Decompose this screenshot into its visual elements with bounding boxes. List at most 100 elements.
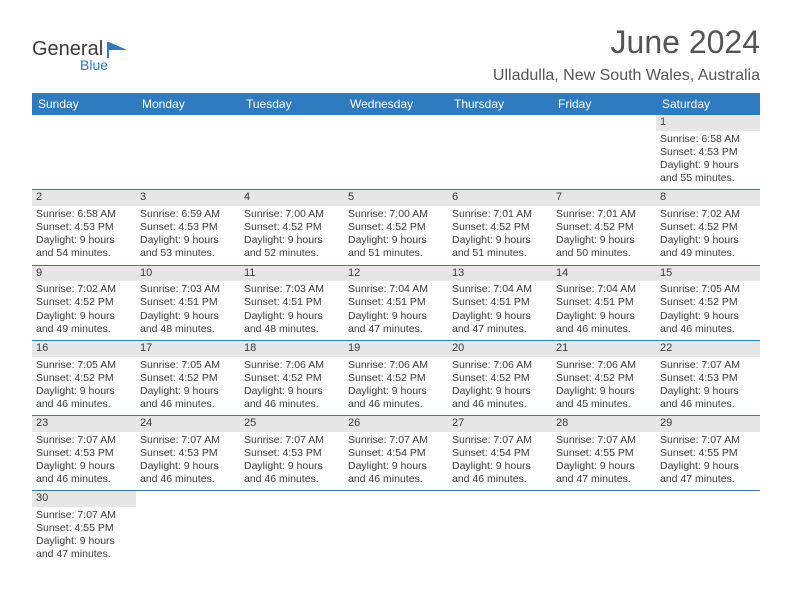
sunset: Sunset: 4:53 PM <box>660 146 756 159</box>
day-cell: 23Sunrise: 7:07 AMSunset: 4:53 PMDayligh… <box>32 416 136 490</box>
day-content: Sunrise: 7:04 AMSunset: 4:51 PMDaylight:… <box>344 281 448 340</box>
daylight-line2: and 46 minutes. <box>556 323 652 336</box>
day-cell: 9Sunrise: 7:02 AMSunset: 4:52 PMDaylight… <box>32 266 136 340</box>
sunset: Sunset: 4:52 PM <box>140 372 236 385</box>
sunset: Sunset: 4:53 PM <box>140 221 236 234</box>
daylight-line2: and 46 minutes. <box>660 323 756 336</box>
sunset: Sunset: 4:52 PM <box>348 221 444 234</box>
sunrise: Sunrise: 7:07 AM <box>660 359 756 372</box>
daylight-line1: Daylight: 9 hours <box>244 460 340 473</box>
day-content: Sunrise: 7:07 AMSunset: 4:53 PMDaylight:… <box>32 432 136 491</box>
sunset: Sunset: 4:53 PM <box>36 221 132 234</box>
sunrise: Sunrise: 7:07 AM <box>36 434 132 447</box>
sunrise: Sunrise: 7:04 AM <box>452 283 548 296</box>
day-number: 12 <box>344 266 448 282</box>
sunset: Sunset: 4:51 PM <box>556 296 652 309</box>
daylight-line2: and 49 minutes. <box>660 247 756 260</box>
daylight-line1: Daylight: 9 hours <box>244 385 340 398</box>
sunset: Sunset: 4:52 PM <box>36 296 132 309</box>
day-cell <box>344 491 448 565</box>
sunrise: Sunrise: 7:06 AM <box>244 359 340 372</box>
day-number: 14 <box>552 266 656 282</box>
day-number: 8 <box>656 190 760 206</box>
day-content: Sunrise: 7:07 AMSunset: 4:54 PMDaylight:… <box>344 432 448 491</box>
day-content: Sunrise: 7:05 AMSunset: 4:52 PMDaylight:… <box>32 357 136 416</box>
weekday-tuesday: Tuesday <box>240 93 344 115</box>
day-number: 17 <box>136 341 240 357</box>
sunrise: Sunrise: 7:07 AM <box>244 434 340 447</box>
day-content: Sunrise: 7:07 AMSunset: 4:55 PMDaylight:… <box>656 432 760 491</box>
week-row: 2Sunrise: 6:58 AMSunset: 4:53 PMDaylight… <box>32 190 760 265</box>
day-number: 16 <box>32 341 136 357</box>
day-number: 20 <box>448 341 552 357</box>
day-cell: 6Sunrise: 7:01 AMSunset: 4:52 PMDaylight… <box>448 190 552 264</box>
day-cell: 27Sunrise: 7:07 AMSunset: 4:54 PMDayligh… <box>448 416 552 490</box>
weekday-row: Sunday Monday Tuesday Wednesday Thursday… <box>32 93 760 115</box>
day-content: Sunrise: 6:58 AMSunset: 4:53 PMDaylight:… <box>32 206 136 265</box>
sunrise: Sunrise: 7:03 AM <box>140 283 236 296</box>
day-number: 4 <box>240 190 344 206</box>
sunrise: Sunrise: 7:07 AM <box>348 434 444 447</box>
day-cell <box>448 115 552 189</box>
sunrise: Sunrise: 7:06 AM <box>556 359 652 372</box>
day-number: 9 <box>32 266 136 282</box>
daylight-line2: and 47 minutes. <box>452 323 548 336</box>
week-row: 30Sunrise: 7:07 AMSunset: 4:55 PMDayligh… <box>32 491 760 565</box>
day-content: Sunrise: 7:06 AMSunset: 4:52 PMDaylight:… <box>344 357 448 416</box>
sunset: Sunset: 4:52 PM <box>452 221 548 234</box>
sunset: Sunset: 4:53 PM <box>244 447 340 460</box>
day-cell <box>136 491 240 565</box>
sunrise: Sunrise: 6:58 AM <box>36 208 132 221</box>
day-content: Sunrise: 7:01 AMSunset: 4:52 PMDaylight:… <box>552 206 656 265</box>
day-cell <box>552 491 656 565</box>
day-cell: 14Sunrise: 7:04 AMSunset: 4:51 PMDayligh… <box>552 266 656 340</box>
day-content: Sunrise: 7:06 AMSunset: 4:52 PMDaylight:… <box>448 357 552 416</box>
day-number: 13 <box>448 266 552 282</box>
daylight-line2: and 46 minutes. <box>452 398 548 411</box>
daylight-line1: Daylight: 9 hours <box>452 234 548 247</box>
sunrise: Sunrise: 7:00 AM <box>244 208 340 221</box>
day-cell: 20Sunrise: 7:06 AMSunset: 4:52 PMDayligh… <box>448 341 552 415</box>
daylight-line2: and 46 minutes. <box>348 398 444 411</box>
day-cell <box>240 491 344 565</box>
sunset: Sunset: 4:51 PM <box>140 296 236 309</box>
sunrise: Sunrise: 7:04 AM <box>348 283 444 296</box>
day-content: Sunrise: 7:07 AMSunset: 4:53 PMDaylight:… <box>240 432 344 491</box>
daylight-line2: and 48 minutes. <box>244 323 340 336</box>
sunset: Sunset: 4:53 PM <box>140 447 236 460</box>
day-content: Sunrise: 7:00 AMSunset: 4:52 PMDaylight:… <box>240 206 344 265</box>
day-cell: 24Sunrise: 7:07 AMSunset: 4:53 PMDayligh… <box>136 416 240 490</box>
sunset: Sunset: 4:53 PM <box>660 372 756 385</box>
daylight-line1: Daylight: 9 hours <box>140 460 236 473</box>
day-number: 22 <box>656 341 760 357</box>
daylight-line2: and 46 minutes. <box>660 398 756 411</box>
week-row: 9Sunrise: 7:02 AMSunset: 4:52 PMDaylight… <box>32 266 760 341</box>
daylight-line2: and 51 minutes. <box>452 247 548 260</box>
sunset: Sunset: 4:52 PM <box>556 221 652 234</box>
weekday-thursday: Thursday <box>448 93 552 115</box>
sunrise: Sunrise: 7:04 AM <box>556 283 652 296</box>
daylight-line2: and 51 minutes. <box>348 247 444 260</box>
day-number: 24 <box>136 416 240 432</box>
daylight-line2: and 46 minutes. <box>140 398 236 411</box>
sunset: Sunset: 4:53 PM <box>36 447 132 460</box>
daylight-line1: Daylight: 9 hours <box>348 310 444 323</box>
daylight-line1: Daylight: 9 hours <box>36 385 132 398</box>
sunset: Sunset: 4:52 PM <box>660 221 756 234</box>
day-number: 29 <box>656 416 760 432</box>
daylight-line1: Daylight: 9 hours <box>140 385 236 398</box>
day-number: 6 <box>448 190 552 206</box>
day-cell: 11Sunrise: 7:03 AMSunset: 4:51 PMDayligh… <box>240 266 344 340</box>
sunrise: Sunrise: 7:05 AM <box>36 359 132 372</box>
day-number: 5 <box>344 190 448 206</box>
day-content: Sunrise: 7:05 AMSunset: 4:52 PMDaylight:… <box>136 357 240 416</box>
daylight-line1: Daylight: 9 hours <box>452 460 548 473</box>
day-content: Sunrise: 7:00 AMSunset: 4:52 PMDaylight:… <box>344 206 448 265</box>
daylight-line1: Daylight: 9 hours <box>660 234 756 247</box>
daylight-line1: Daylight: 9 hours <box>348 460 444 473</box>
daylight-line1: Daylight: 9 hours <box>660 385 756 398</box>
daylight-line2: and 46 minutes. <box>36 473 132 486</box>
sunset: Sunset: 4:52 PM <box>244 221 340 234</box>
day-cell: 28Sunrise: 7:07 AMSunset: 4:55 PMDayligh… <box>552 416 656 490</box>
daylight-line2: and 46 minutes. <box>244 473 340 486</box>
